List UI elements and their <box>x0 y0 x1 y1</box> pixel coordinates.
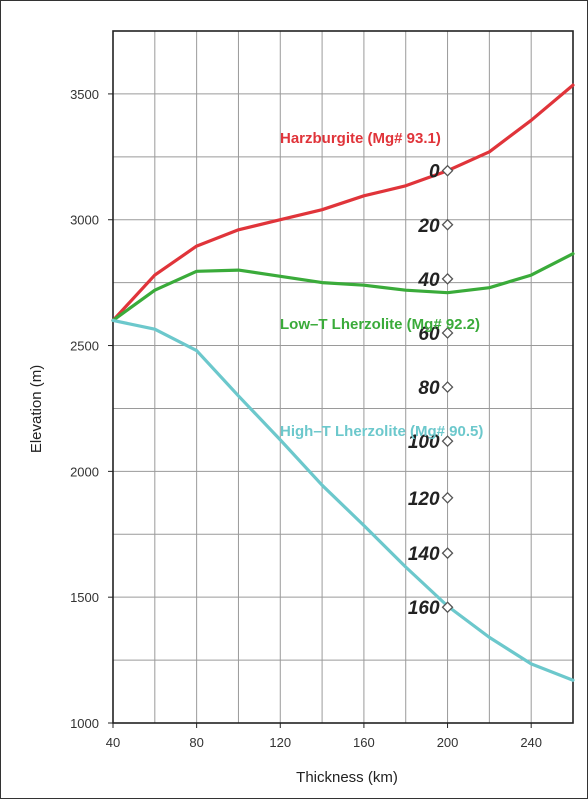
annotation-marker <box>441 164 454 177</box>
x-tick-label: 160 <box>353 735 375 750</box>
series-label-2: High–T Lherzolite (Mg# 90.5) <box>280 423 483 440</box>
annotation-label: 20 <box>417 216 440 237</box>
annotation-marker <box>441 381 454 393</box>
series-line-1 <box>111 252 575 322</box>
annotation-label: 0 <box>429 162 440 183</box>
annotation-label: 140 <box>408 544 440 565</box>
x-tick-label: 40 <box>106 735 120 750</box>
x-tick-label: 80 <box>189 735 203 750</box>
plot-border <box>112 30 574 724</box>
series-label-1: Low–T Lherzolite (Mg# 92.2) <box>280 316 480 333</box>
annotation-marker <box>441 327 454 339</box>
y-tick-label: 2000 <box>70 464 99 479</box>
y-axis-label: Elevation (m) <box>28 365 45 453</box>
y-tick-label: 3500 <box>70 87 99 102</box>
x-tick-label: 200 <box>437 735 459 750</box>
x-axis-label: Thickness (km) <box>296 769 398 786</box>
series-line-0 <box>111 83 575 322</box>
annotation-label: 40 <box>417 270 440 291</box>
x-tick-label: 120 <box>269 735 291 750</box>
annotation-label: 100 <box>408 432 440 453</box>
annotation-marker <box>441 547 454 560</box>
annotation-label: 120 <box>408 489 440 510</box>
annotation-label: 80 <box>418 378 440 399</box>
annotation-marker <box>441 601 454 614</box>
annotation-marker <box>441 435 454 448</box>
y-tick-label: 2500 <box>70 339 99 354</box>
y-tick-label: 1000 <box>70 716 99 731</box>
annotation-marker <box>441 218 454 231</box>
annotation-label: 60 <box>418 324 440 345</box>
y-tick-label: 3000 <box>70 213 99 228</box>
x-tick-label: 240 <box>520 735 542 750</box>
annotation-label: 160 <box>408 598 440 619</box>
series-label-0: Harzburgite (Mg# 93.1) <box>280 130 441 147</box>
y-tick-label: 1500 <box>70 590 99 605</box>
annotation-marker <box>441 272 454 285</box>
annotation-marker <box>441 491 454 504</box>
series-line-2 <box>111 318 575 682</box>
